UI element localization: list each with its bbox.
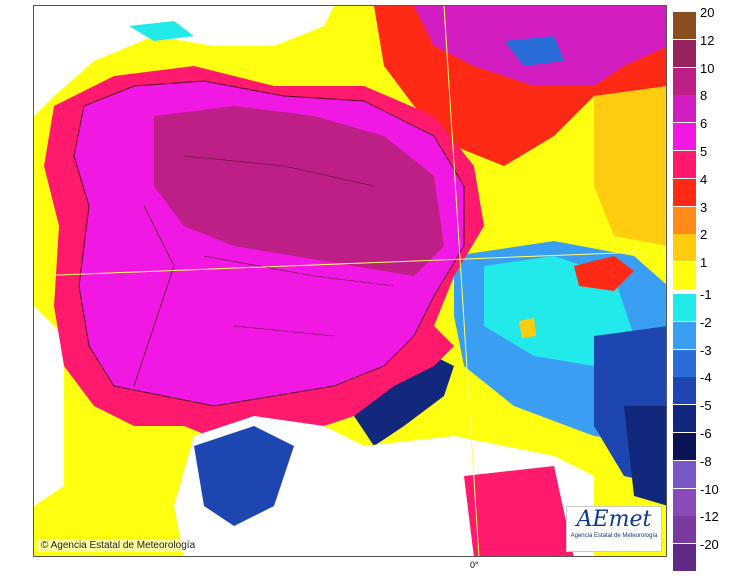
legend-entry: -4 — [673, 370, 730, 405]
color-legend: 20 12 10 8 6 5 4 3 2 1 -1 -2 -3 -4 -5 -6 -8 -10 -12 -20 — [673, 5, 730, 572]
iberia-coastline — [73, 80, 465, 407]
legend-swatch — [673, 95, 696, 123]
legend-label: 6 — [700, 116, 708, 132]
legend-label: -1 — [700, 287, 712, 302]
legend-label: -5 — [700, 398, 712, 414]
legend-swatch — [673, 516, 696, 544]
legend-label: -10 — [700, 481, 719, 497]
legend-swatch — [673, 178, 696, 206]
legend-label: 20 — [700, 5, 715, 20]
legend-swatch — [673, 405, 696, 433]
ibiza-island — [519, 318, 536, 338]
atlantic-neutral-zone — [34, 6, 334, 116]
legend-label: -2 — [700, 314, 712, 330]
legend-label: 8 — [700, 88, 708, 104]
legend-entry: 12 — [673, 33, 730, 67]
legend-entry: -20 — [673, 537, 730, 572]
map-canvas — [34, 6, 666, 556]
legend-label: 4 — [700, 171, 708, 187]
algeria-warm-zone — [464, 466, 574, 556]
south-tyrrhenian-deep — [624, 406, 666, 506]
legend-swatch — [673, 12, 696, 39]
legend-label: 12 — [700, 32, 715, 48]
longitude-label: 0° — [470, 560, 479, 570]
legend-swatch — [673, 39, 696, 67]
legend-label: 3 — [700, 199, 708, 215]
legend-entry: 10 — [673, 61, 730, 95]
legend-swatch — [673, 377, 696, 405]
legend-entry: 20 — [673, 5, 730, 39]
legend-swatch — [673, 294, 696, 321]
legend-label: -4 — [700, 370, 712, 386]
legend-swatch — [673, 262, 696, 290]
logo-text: AEmet — [576, 507, 652, 532]
legend-label: -3 — [700, 342, 712, 358]
atlantic-cyan-patch — [129, 21, 194, 41]
legend-entry: 6 — [673, 116, 730, 151]
morocco-cool-zone — [194, 426, 294, 526]
legend-swatch — [673, 67, 696, 95]
mallorca-island — [574, 256, 634, 291]
legend-swatch — [673, 460, 696, 488]
portugal-border — [133, 205, 175, 387]
meseta-dark-magenta — [154, 106, 444, 276]
legend-entry: -5 — [673, 398, 730, 433]
legend-swatch — [673, 151, 696, 178]
anomaly-map: © Agencia Estatal de Meteorología AEmet … — [33, 5, 667, 557]
legend-swatch — [673, 488, 696, 516]
legend-entry: -1 — [673, 287, 730, 321]
alps-blue-patch — [504, 36, 564, 66]
italy-sea-yellow — [594, 86, 666, 246]
copyright-text: © Agencia Estatal de Meteorología — [38, 539, 199, 552]
longitude-gridline — [443, 6, 480, 556]
legend-swatch — [673, 321, 696, 349]
legend-swatch — [673, 234, 696, 262]
legend-label: 1 — [700, 255, 708, 271]
legend-entry: -12 — [673, 509, 730, 544]
legend-label: -8 — [700, 453, 712, 469]
atlantic-south-neutral — [34, 306, 64, 506]
alboran-dark-blue — [354, 356, 454, 446]
legend-entry: 3 — [673, 200, 730, 234]
legend-label: -6 — [700, 426, 712, 441]
legend-label: 5 — [700, 144, 708, 159]
legend-entry: 4 — [673, 172, 730, 206]
legend-label: -12 — [700, 509, 719, 525]
legend-swatch — [673, 123, 696, 151]
legend-swatch — [673, 349, 696, 377]
aemet-logo: AEmet Agencia Estatal de Meteorología — [566, 506, 662, 552]
legend-entry: -6 — [673, 426, 730, 460]
legend-entry: -3 — [673, 343, 730, 377]
legend-label: 10 — [700, 60, 715, 76]
legend-entry: 2 — [673, 227, 730, 262]
legend-entry: 8 — [673, 88, 730, 123]
legend-entry: 5 — [673, 144, 730, 178]
legend-entry: -2 — [673, 315, 730, 349]
legend-label: -20 — [700, 537, 719, 553]
legend-entry: 1 — [673, 255, 730, 290]
legend-label: 2 — [700, 227, 708, 243]
logo-subtitle: Agencia Estatal de Meteorología — [570, 533, 658, 539]
legend-entry: -8 — [673, 454, 730, 488]
latitude-gridline — [34, 250, 666, 277]
legend-swatch — [673, 544, 696, 572]
legend-swatch — [673, 433, 696, 460]
legend-entry: -10 — [673, 482, 730, 516]
province-borders — [183, 155, 395, 337]
legend-swatch — [673, 206, 696, 234]
